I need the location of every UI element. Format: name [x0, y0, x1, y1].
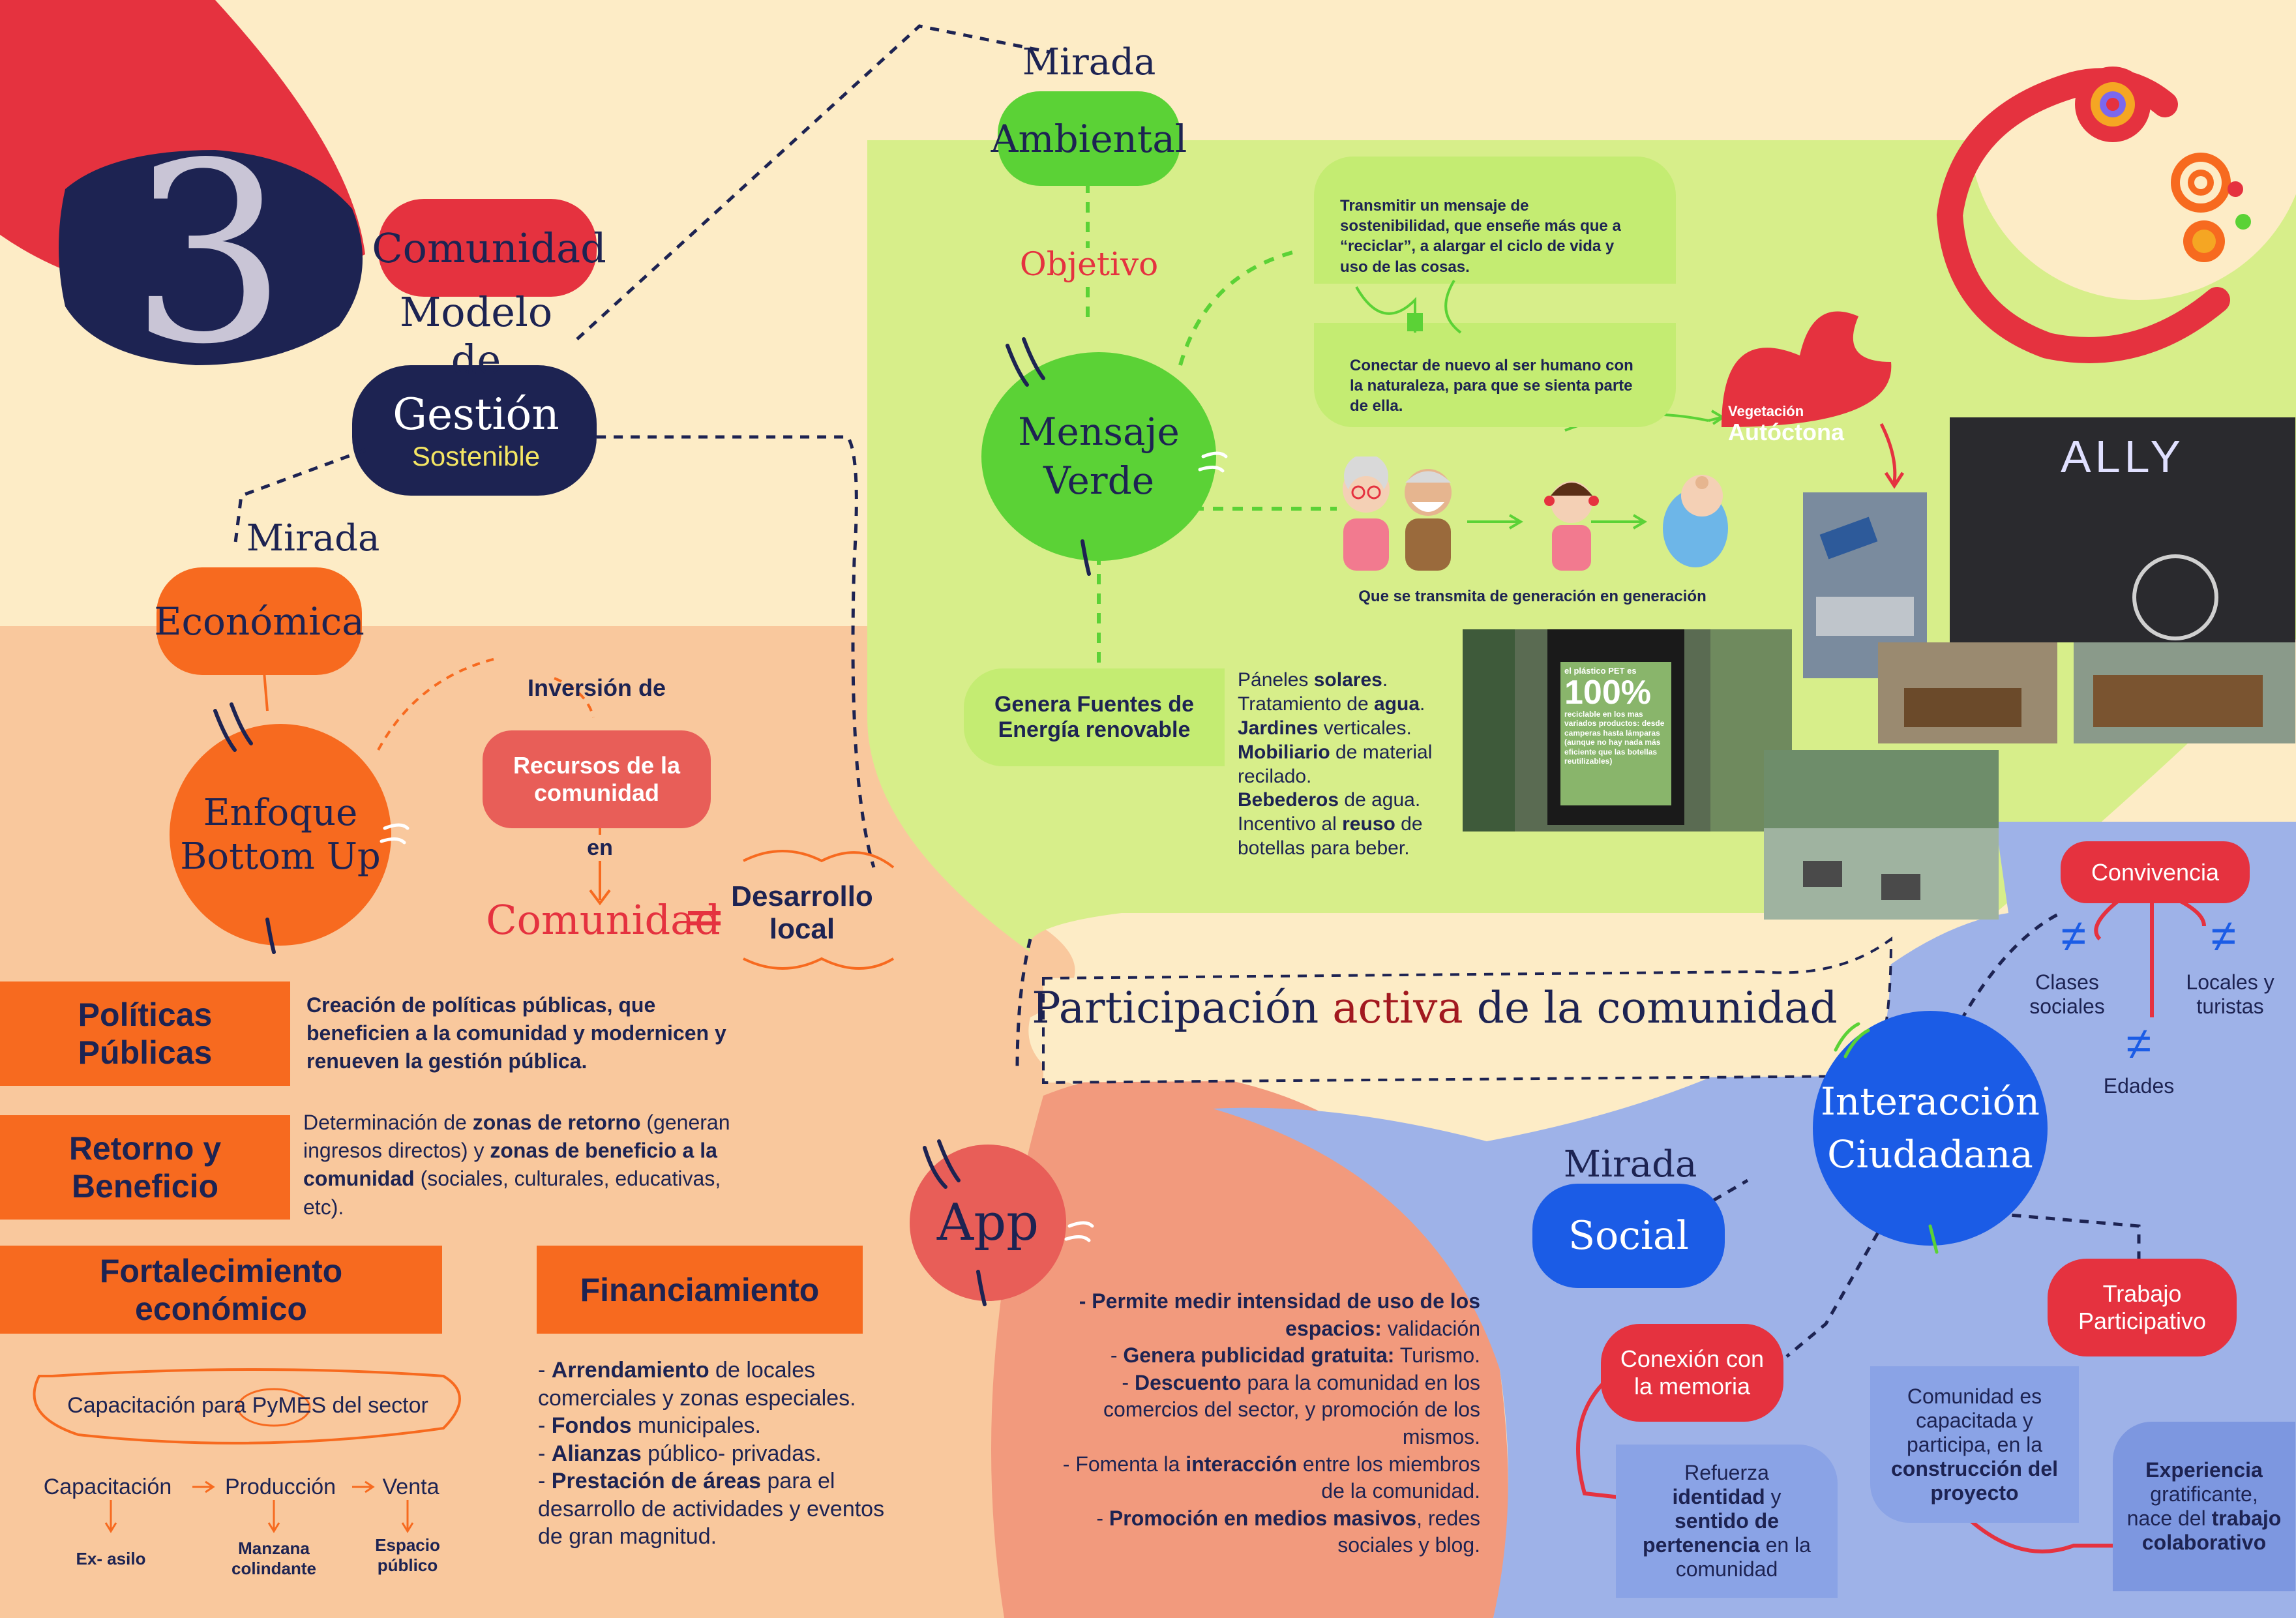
step-produccion: Producción	[224, 1474, 336, 1499]
box-politicas: Políticas Públicas	[0, 981, 290, 1086]
edades-label: Edades	[2103, 1073, 2175, 1098]
step-venta: Venta	[382, 1474, 440, 1499]
section-title: Comunidad	[372, 224, 606, 272]
mirada-ambiental-label: Mirada	[1022, 40, 1156, 83]
mirada-social-label: Mirada	[1563, 1143, 1697, 1186]
text-retorno: Determinación de zonas de retorno (gener…	[303, 1111, 730, 1219]
model-name: Gestión	[393, 389, 559, 440]
pet-sign-small: el plástico PET es	[1564, 666, 1637, 676]
photo-solar-bench	[1803, 492, 1927, 678]
box-fortalecimiento: Fortalecimiento económico	[0, 1246, 442, 1334]
en-label: en	[587, 835, 613, 860]
text-politicas: Creación de políticas públicas, que bene…	[306, 993, 726, 1073]
app-item: - Promoción en medios masivos, redes soc…	[1096, 1506, 1480, 1557]
model-sub: Sostenible	[411, 441, 541, 472]
photo-pet-sign: el plástico PET es 100% reciclable en lo…	[1463, 629, 1792, 831]
place-manzana: Manzana colindante	[231, 1538, 316, 1578]
comunidad-pill	[378, 199, 597, 297]
photo-planters	[1878, 642, 2057, 743]
interaccion-line1: Interacción	[1821, 1079, 2040, 1124]
box-retorno: Retorno y Beneficio	[0, 1115, 290, 1220]
participacion-title: Participación activa de la comunidad	[1032, 982, 1838, 1033]
recursos-box: Recursos de la comunidad	[483, 730, 711, 828]
trabajo-badge: Trabajo Participativo	[2048, 1259, 2237, 1356]
mensaje-line2: Verde	[1043, 458, 1155, 503]
step-capacitacion: Capacitación	[43, 1474, 172, 1499]
app-list: - Permite medir intensidad de uso de los…	[1037, 1288, 1480, 1559]
neq-locales-icon: ≠	[2211, 910, 2237, 961]
inversion-label: Inversión de	[527, 674, 666, 701]
section-number: 3	[130, 110, 288, 398]
desarrollo-local: Desarrollo local	[731, 880, 873, 945]
enfoque-circle: Enfoque Bottom Up	[170, 724, 391, 946]
photo-plaza-cubes	[1764, 750, 1999, 920]
app-item: - Genera publicidad gratuita: Turismo.	[1110, 1343, 1480, 1368]
generation-figures	[1343, 457, 1728, 571]
place-exasilo: Ex- asilo	[76, 1548, 146, 1568]
locales-label: Locales y turistas	[2186, 970, 2274, 1018]
photo-pallet-furniture	[2074, 642, 2295, 743]
box-financiamiento: Financiamiento	[537, 1246, 863, 1334]
objetivo-label: Objetivo	[1019, 245, 1159, 283]
mensaje-line1: Mensaje	[1018, 409, 1180, 454]
financiamiento-item: - Alianzas público- privadas.	[538, 1441, 822, 1466]
equals-sign: =	[682, 886, 726, 947]
experiencia-box: Experiencia gratificante, nace del traba…	[2113, 1422, 2295, 1591]
financiamiento-item: - Fondos municipales.	[538, 1413, 761, 1438]
refuerza-box: Refuerza identidad y sentido de pertenen…	[1616, 1445, 1838, 1598]
msg-sostenibilidad: Transmitir un mensaje de sostenibilidad,…	[1314, 157, 1676, 284]
photo-bike-ally: ALLY	[1950, 417, 2295, 642]
capacitada-box: Comunidad es capacitada y participa, en …	[1870, 1366, 2079, 1523]
financiamiento-list: - Arrendamiento de locales comerciales y…	[538, 1356, 890, 1551]
app-circle: App	[910, 1145, 1066, 1301]
conexion-badge: Conexión con la memoria	[1601, 1324, 1783, 1422]
enfoque-line1: Enfoque	[203, 791, 358, 834]
convivencia-badge: Convivencia	[2061, 841, 2250, 903]
financiamiento-item: - Arrendamiento de locales comerciales y…	[538, 1358, 856, 1411]
plug-icon	[1355, 279, 1462, 334]
clases-label: Clases sociales	[2029, 970, 2105, 1018]
mensaje-verde-circle: Mensaje Verde	[981, 352, 1216, 561]
enfoque-line2: Bottom Up	[180, 835, 381, 878]
photo-ally-text: ALLY	[2061, 431, 2185, 482]
neq-edades-icon: ≠	[2126, 1018, 2152, 1069]
social-pill: Social	[1532, 1184, 1725, 1288]
vegetacion-big: Autóctona	[1728, 419, 1844, 445]
financiamiento-item: - Prestación de áreas para el desarrollo…	[538, 1469, 885, 1549]
capacitacion-title: Capacitación para PyMES del sector	[67, 1392, 428, 1418]
economica-pill: Económica	[154, 567, 365, 675]
msg-naturaleza: Conectar de nuevo al ser humano con la n…	[1314, 323, 1676, 427]
energia-list: Páneles solares. Tratamiento de agua. Jard…	[1238, 669, 1433, 860]
neq-clases-icon: ≠	[2061, 910, 2087, 961]
generacion-text: Que se transmita de generación en genera…	[1358, 588, 1707, 605]
ambiental-pill: Ambiental	[991, 91, 1187, 186]
logo-shape	[1936, 67, 2251, 363]
place-espacio: Espacio público	[375, 1535, 440, 1575]
pet-sign-text: reciclable en los mas variados productos…	[1564, 710, 1665, 766]
app-item: - Permite medir intensidad de uso de los…	[1079, 1289, 1480, 1340]
interaccion-line2: Ciudadana	[1827, 1132, 2033, 1176]
app-item: - Descuento para la comunidad en los com…	[1103, 1370, 1480, 1448]
app-item: - Fomenta la interacción entre los miemb…	[1062, 1452, 1480, 1503]
participacion-accent: activa	[1332, 982, 1463, 1033]
pet-sign-big: 100%	[1564, 674, 1651, 712]
comunidad-equation: Comunidad	[486, 895, 721, 944]
interaccion-circle: Interacción Ciudadana	[1813, 1011, 2048, 1246]
vegetacion-small: Vegetación	[1728, 403, 1804, 419]
mirada-economica-label: Mirada	[246, 517, 380, 560]
energia-box: Genera Fuentes de Energía renovable	[964, 668, 1225, 766]
model-prefix: Modelo de	[399, 288, 553, 383]
flower-icon	[1722, 311, 1892, 427]
